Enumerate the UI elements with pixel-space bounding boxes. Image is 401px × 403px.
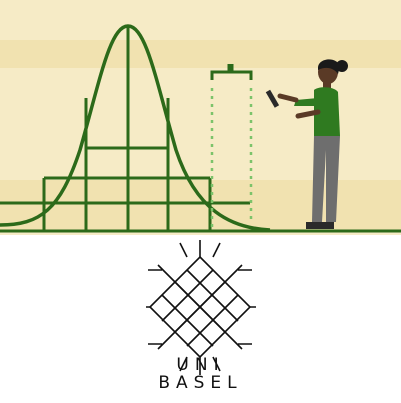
hero-illustration [0,0,401,235]
bell-curve [0,24,271,232]
range-bracket [210,64,253,228]
bell-curve-analyst-icon [0,24,401,233]
logo-text-line1: UNI [176,355,225,375]
university-star-emblem-icon [146,240,256,375]
background-band-lower [0,180,401,232]
histogram-grid [0,26,250,231]
logo-text-line2: BASEL [158,373,243,393]
logo-area: UNI BASEL [0,235,401,403]
analyst-figure [265,59,348,229]
